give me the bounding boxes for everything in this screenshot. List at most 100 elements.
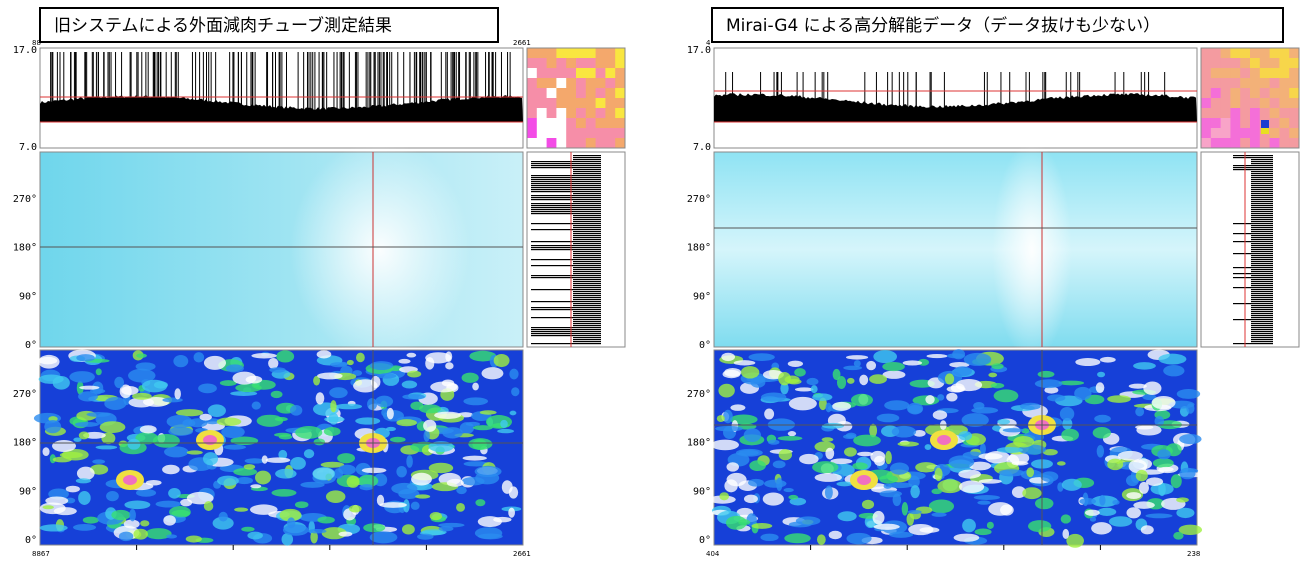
map-cell [605,88,615,99]
blob [257,415,284,427]
profile-bar [1251,301,1273,302]
profile-bar [573,303,601,304]
blob [317,350,332,358]
blob [1145,513,1172,518]
blob [815,473,842,482]
profile-bar [1251,211,1273,212]
profile-bar [1251,243,1273,244]
blob [415,494,430,498]
map-cell [1221,138,1231,149]
profile-bar [1251,227,1273,228]
map-cell [1211,88,1221,99]
angle-tick: 180° [13,243,37,254]
blob [462,477,485,485]
map-cell [1279,58,1289,69]
map-cell [1250,118,1260,129]
blob [1085,510,1100,516]
blob [326,490,345,503]
blob [994,389,1019,402]
map-cell [605,108,615,119]
profile-bar [1233,165,1273,166]
blob [997,419,1010,425]
map-cell [1250,98,1260,109]
blob [1163,365,1184,376]
profile-bar [531,185,601,186]
blob [844,447,857,456]
map-cell [596,68,606,79]
blob [859,375,868,386]
blob [445,351,452,362]
blob [44,420,61,433]
map-cell [1289,78,1299,89]
blob [1143,382,1161,395]
blob [312,467,335,480]
angle-tick: 270° [687,389,711,400]
blob [1112,500,1119,505]
map-cell [1260,58,1270,69]
profile-bar [1233,287,1273,288]
blob [931,488,942,494]
blob [987,522,994,529]
blob [480,410,497,415]
profile-bar [1251,201,1273,202]
blob [847,378,855,384]
profile-bar [1251,247,1273,248]
blob [425,357,434,369]
profile-bar [1251,263,1273,264]
map-cell [576,108,586,119]
blob [1003,428,1024,432]
blob [140,520,149,526]
profile-bar [573,299,601,300]
map-cell [605,138,615,149]
blob [66,486,80,493]
blob [799,454,819,464]
blob [69,371,95,383]
map-cell [566,68,576,79]
map-cell [1211,78,1221,89]
angle-tick: 90° [693,486,711,497]
profile-bar [531,307,601,308]
blob [788,495,798,500]
blob [330,400,336,412]
blob [851,394,873,407]
blob [410,401,423,410]
profile-bar [573,271,601,272]
blob [877,414,900,423]
map-cell [566,138,576,149]
blob [38,357,57,365]
blob [806,378,818,385]
blob [314,438,325,445]
map-cell [1201,78,1211,89]
profile-bar [531,317,601,318]
blob [1026,467,1034,477]
map-cell [556,88,566,99]
map-cell [556,138,566,149]
blob [172,510,191,517]
blob [486,415,512,429]
profile-bar [531,165,601,166]
blob [991,383,1004,388]
profile-bar [573,339,601,340]
blob [1097,372,1105,378]
profile-bar [1251,259,1273,260]
map-cell [556,108,566,119]
map-cell [547,118,557,129]
blob [748,479,764,487]
blob [162,465,180,474]
angle-tick: 90° [19,291,37,302]
blob [129,509,136,521]
map-cell [537,128,547,139]
profile-bar [1251,237,1273,238]
map-cell [1260,108,1270,119]
map-cell [1279,138,1289,149]
map-cell [1270,88,1280,99]
blob [1135,407,1144,416]
profile-bar [531,181,601,182]
blob [1126,507,1140,518]
blob [874,524,900,530]
blob [442,427,463,438]
map-cell [576,78,586,89]
map-cell [1201,48,1211,59]
map-cell [566,128,576,139]
profile-bar [1251,173,1273,174]
